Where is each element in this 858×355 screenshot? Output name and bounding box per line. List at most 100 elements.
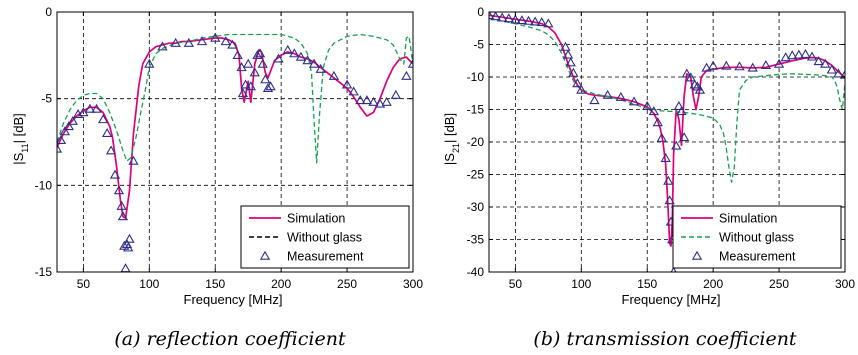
measurement-marker	[773, 58, 785, 68]
measurement-marker	[562, 49, 574, 59]
x-tick-label: 100	[139, 277, 159, 291]
measurement-marker	[760, 59, 772, 69]
measurement-marker	[694, 84, 706, 94]
measurement-marker	[560, 41, 571, 51]
measurement-marker	[793, 49, 804, 59]
series-group	[489, 12, 845, 272]
measurement-marker	[260, 74, 271, 84]
measurement-marker	[124, 233, 135, 243]
y-axis-label: |S21| [dB]	[442, 113, 461, 165]
measurement-marker	[63, 121, 75, 131]
measurement-marker	[734, 61, 745, 71]
y-tick-label: -35	[467, 233, 485, 247]
measurement-marker	[245, 81, 256, 91]
measurement-marker	[302, 55, 313, 65]
measurement-marker	[390, 89, 402, 99]
measurement-marker	[565, 57, 576, 67]
x-tick-label: 100	[571, 277, 591, 291]
measurement-marker	[361, 95, 372, 105]
measurement-marker	[116, 200, 127, 210]
legend: Simulation Without glass Measurement	[672, 205, 842, 269]
measurement-marker	[91, 103, 102, 113]
measurement-marker	[105, 145, 117, 155]
measurement-marker	[227, 39, 238, 49]
measurement-marker	[568, 67, 579, 77]
y-tick-label: 0	[477, 5, 484, 19]
measurement-marker	[57, 143, 63, 153]
y-tick-label: -10	[467, 70, 485, 84]
measurement-marker	[510, 14, 521, 24]
measurement-marker	[144, 58, 155, 68]
x-tick-label: 250	[769, 277, 789, 291]
measurement-marker	[273, 53, 284, 63]
measurement-marker	[660, 152, 671, 162]
measurement-marker	[681, 68, 692, 78]
measurement-marker	[670, 266, 677, 272]
y-tick-label: -5	[41, 92, 52, 106]
measurement-marker	[101, 128, 113, 138]
y-tick-label: 0	[45, 5, 52, 19]
measurement-marker	[249, 67, 260, 77]
measurement-marker	[282, 44, 293, 54]
measurement-marker	[262, 82, 274, 92]
measurement-marker	[123, 242, 134, 252]
legend-label: Without glass	[287, 231, 362, 245]
legend-label: Simulation	[287, 212, 345, 226]
legend-label: Simulation	[719, 212, 777, 226]
measurement-marker	[536, 17, 547, 27]
measurement-marker	[237, 88, 249, 98]
measurement-marker	[642, 100, 653, 110]
x-tick-label: 50	[509, 277, 523, 291]
measurement-marker	[348, 86, 359, 96]
measurement-marker	[780, 52, 791, 62]
series-group	[57, 32, 413, 272]
measurement-marker	[295, 51, 307, 61]
measurement-marker	[589, 95, 600, 105]
x-axis-label: Frequency [MHz]	[184, 292, 283, 307]
measurement-marker	[315, 63, 326, 73]
measurement-marker	[401, 70, 412, 80]
measurement-marker	[652, 117, 663, 127]
legend-marker-measurement	[691, 250, 703, 260]
measurement-marker	[800, 48, 811, 58]
measurement-marker	[157, 41, 168, 51]
measurement-marker	[516, 15, 528, 25]
x-axis-label: Frequency [MHz]	[622, 292, 721, 307]
measurement-marker	[678, 132, 690, 142]
measurement-marker	[543, 18, 554, 28]
measurement-marker	[497, 12, 508, 22]
x-tick-label: 150	[205, 277, 225, 291]
measurement-marker	[572, 78, 583, 88]
measurement-marker	[117, 211, 129, 221]
measurement-marker	[183, 37, 194, 47]
measurement-marker	[308, 58, 320, 68]
y-tick-label: -40	[467, 265, 485, 279]
y-tick-label: -25	[467, 168, 485, 182]
measurement-marker	[170, 37, 181, 47]
measurement-marker	[121, 238, 133, 248]
y-axis-label: |S11| [dB]	[11, 113, 30, 165]
measurement-marker	[84, 103, 96, 113]
measurement-marker	[656, 132, 667, 142]
y-tick-label: -30	[467, 200, 485, 214]
measurement-marker	[196, 36, 208, 46]
legend: Simulation Without glass Measurement	[240, 205, 410, 269]
measurement-marker	[374, 98, 386, 108]
measurement-marker	[67, 115, 78, 125]
measurement-marker	[523, 15, 534, 25]
measurement-marker	[813, 56, 824, 66]
legend-label: Without glass	[719, 231, 794, 245]
measurement-marker	[787, 50, 798, 60]
measurement-marker	[820, 58, 831, 68]
x-tick-label: 50	[77, 277, 91, 291]
measurement-marker	[648, 106, 659, 116]
y-tick-label: -15	[467, 103, 485, 117]
measurement-marker	[685, 72, 696, 82]
measurement-marker	[671, 140, 682, 150]
measurement-marker	[355, 95, 366, 105]
y-tick-label: -20	[467, 135, 485, 149]
y-tick-label: -5	[473, 38, 484, 52]
measurement-marker	[628, 96, 640, 106]
measurement-marker	[676, 106, 687, 116]
